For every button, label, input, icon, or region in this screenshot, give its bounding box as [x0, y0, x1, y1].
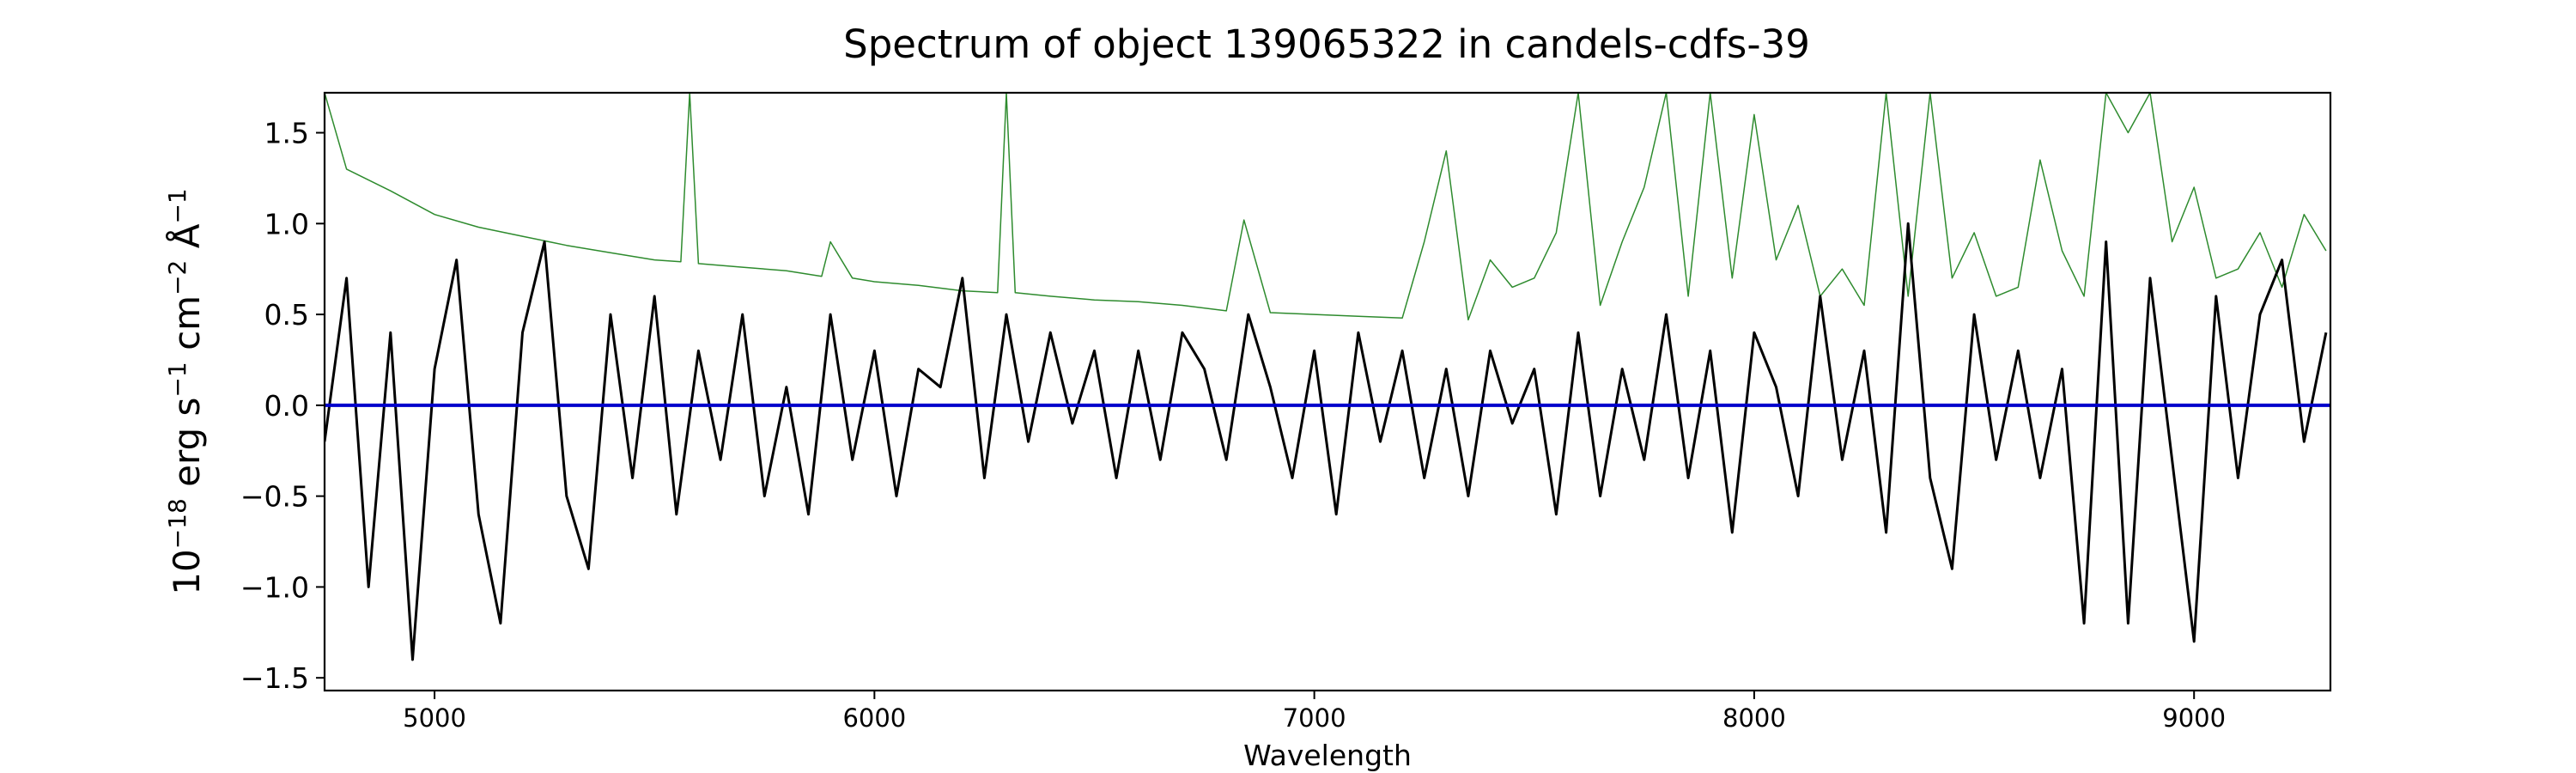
- y-axis: −1.5 −1.0 −0.5 0.0 0.5 1.0 1.5: [240, 117, 325, 695]
- x-tick-label: 9000: [2162, 703, 2226, 733]
- y-label-exp-a: −1: [163, 188, 191, 223]
- flux-series-line: [325, 222, 2328, 661]
- y-tick-label: −1.5: [240, 661, 309, 695]
- x-tick-label: 8000: [1722, 703, 1786, 733]
- y-label-base: 10: [166, 549, 208, 594]
- y-tick-label: −1.0: [240, 570, 309, 604]
- y-axis-label: 10−18 erg s−1 cm−2 Å−1: [163, 188, 208, 594]
- y-tick-label: 0.5: [264, 298, 309, 332]
- x-axis: 5000 6000 7000 8000 9000: [403, 691, 2226, 733]
- y-label-exp-s: −1: [163, 362, 191, 397]
- plot-area: [325, 93, 2330, 661]
- y-tick-label: 1.5: [264, 117, 309, 150]
- x-tick-label: 7000: [1283, 703, 1346, 733]
- y-tick-label: −0.5: [240, 480, 309, 514]
- x-tick-label: 6000: [842, 703, 906, 733]
- y-label-exp-cm: −2: [163, 260, 191, 295]
- y-tick-label: 1.0: [264, 207, 309, 240]
- y-label-exp: −18: [163, 498, 191, 549]
- x-axis-label: Wavelength: [1243, 739, 1412, 772]
- y-label-erg: erg s: [166, 398, 208, 499]
- x-tick-label: 5000: [403, 703, 466, 733]
- chart-title: Spectrum of object 139065322 in candels-…: [843, 21, 1810, 67]
- axes-frame: [323, 91, 2332, 692]
- y-label-angstrom: Å: [165, 223, 208, 259]
- y-label-cm: cm: [166, 295, 208, 362]
- noise-series-line: [325, 93, 2327, 321]
- y-tick-label: 0.0: [264, 389, 309, 423]
